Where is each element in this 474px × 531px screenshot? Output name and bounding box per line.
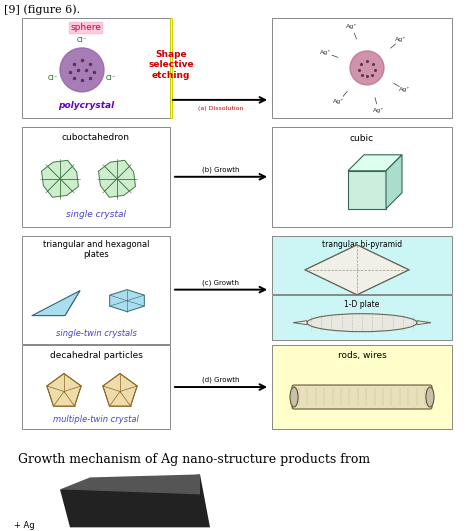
Bar	[272, 345, 452, 430]
Polygon shape	[32, 290, 80, 315]
Text: (c) Growth: (c) Growth	[202, 279, 239, 286]
Bar	[170, 18, 172, 118]
Polygon shape	[348, 171, 386, 209]
Text: trangular bi-pyramid: trangular bi-pyramid	[322, 240, 402, 249]
Ellipse shape	[426, 387, 434, 407]
Polygon shape	[60, 474, 210, 527]
Text: polycrystal: polycrystal	[58, 101, 114, 110]
Text: Growth mechanism of Ag nano-structure products from: Growth mechanism of Ag nano-structure pr…	[18, 453, 370, 466]
Text: Shape
selective
etching: Shape selective etching	[148, 50, 194, 80]
Text: Ag⁺: Ag⁺	[320, 50, 331, 55]
Polygon shape	[293, 321, 307, 324]
FancyBboxPatch shape	[292, 385, 432, 409]
Text: Ag⁺: Ag⁺	[346, 24, 358, 29]
Polygon shape	[305, 245, 409, 295]
Text: Cl⁻: Cl⁻	[106, 75, 116, 81]
Text: Ag⁺: Ag⁺	[373, 108, 384, 113]
Text: multiple-twin crystal: multiple-twin crystal	[53, 415, 139, 424]
Text: single-twin crystals: single-twin crystals	[55, 329, 137, 338]
Text: cuboctahedron: cuboctahedron	[62, 133, 130, 142]
Text: + Ag: + Ag	[14, 521, 35, 530]
Bar	[22, 345, 170, 430]
Polygon shape	[386, 155, 402, 209]
Text: Cl⁻: Cl⁻	[77, 37, 87, 43]
Text: Ag⁺: Ag⁺	[333, 99, 345, 104]
Text: [9] (figure 6).: [9] (figure 6).	[4, 5, 80, 15]
Bar	[22, 18, 170, 118]
Text: (d) Growth: (d) Growth	[202, 376, 240, 383]
Polygon shape	[42, 160, 79, 197]
Circle shape	[350, 51, 384, 85]
Text: (b) Growth: (b) Growth	[202, 166, 240, 173]
Polygon shape	[109, 289, 144, 312]
Text: rods, wires: rods, wires	[337, 351, 386, 360]
Polygon shape	[103, 373, 137, 406]
Bar	[272, 236, 452, 294]
Text: (a) Dissolution: (a) Dissolution	[198, 106, 244, 111]
Polygon shape	[60, 474, 200, 494]
Text: Cl⁻: Cl⁻	[48, 75, 58, 81]
Text: Ag⁺: Ag⁺	[395, 37, 407, 42]
Text: Ag⁺: Ag⁺	[400, 87, 411, 92]
Bar	[22, 236, 170, 344]
Bar	[272, 127, 452, 227]
Ellipse shape	[290, 387, 298, 407]
Text: cubic: cubic	[350, 134, 374, 143]
Polygon shape	[348, 155, 402, 171]
Text: sphere: sphere	[71, 23, 101, 32]
Bar	[272, 18, 452, 118]
Ellipse shape	[307, 314, 417, 332]
Bar	[272, 295, 452, 340]
Polygon shape	[47, 373, 81, 406]
Text: 1-D plate: 1-D plate	[344, 301, 380, 310]
Circle shape	[60, 48, 104, 92]
Polygon shape	[99, 160, 136, 197]
Bar	[22, 127, 170, 227]
Text: triangular and hexagonal
plates: triangular and hexagonal plates	[43, 240, 149, 260]
Polygon shape	[417, 321, 431, 324]
Text: decahedral particles: decahedral particles	[50, 351, 143, 360]
Text: single crystal: single crystal	[66, 210, 126, 219]
